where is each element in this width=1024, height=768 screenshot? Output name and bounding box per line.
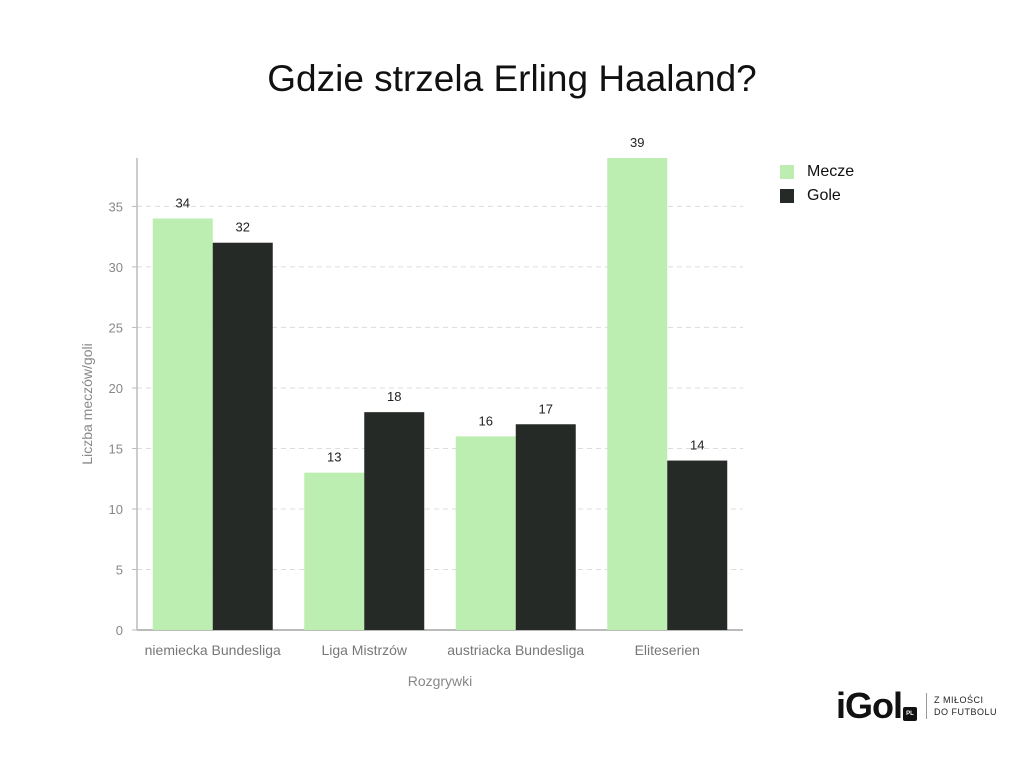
x-tick-label: austriacka Bundesliga	[447, 642, 584, 658]
data-label: 17	[539, 401, 553, 416]
y-tick-label: 30	[109, 260, 123, 275]
x-tick-label: Liga Mistrzów	[321, 642, 407, 658]
y-tick-label: 15	[109, 441, 123, 456]
chart-title: Gdzie strzela Erling Haaland?	[267, 58, 757, 99]
bar-mecze	[607, 158, 668, 630]
data-label: 16	[479, 413, 493, 428]
bar-mecze	[455, 436, 516, 630]
x-tick-label: niemiecka Bundesliga	[145, 642, 281, 658]
y-tick-label: 35	[109, 199, 123, 214]
bar-mecze	[152, 218, 213, 630]
legend-swatch-gole	[780, 189, 794, 203]
legend-label-mecze: Mecze	[807, 163, 855, 180]
bar-gole	[364, 412, 425, 630]
brand-badge: PL	[903, 707, 917, 721]
x-axis-title: Rozgrywki	[408, 673, 473, 689]
legend-item-gole: Gole	[780, 184, 854, 208]
y-tick-label: 5	[116, 562, 123, 577]
y-tick-label: 20	[109, 381, 123, 396]
data-label: 18	[387, 389, 401, 404]
brand-tagline-line1: Z MIŁOŚCI	[934, 695, 984, 705]
bar-gole	[515, 424, 576, 630]
data-label: 39	[630, 135, 644, 150]
y-tick-label: 10	[109, 502, 123, 517]
brand-logo-text: iGol	[836, 685, 903, 726]
data-label: 14	[690, 438, 704, 453]
bar-gole	[212, 242, 273, 630]
x-tick-label: Eliteserien	[635, 642, 700, 658]
bar-mecze	[304, 472, 365, 630]
y-axis-title: Liczba meczów/goli	[79, 343, 95, 464]
legend-label-gole: Gole	[807, 187, 841, 204]
brand-separator	[926, 693, 927, 719]
legend: Mecze Gole	[780, 160, 854, 208]
brand-logo: iGol PL Z MIŁOŚCI DO FUTBOLU	[836, 685, 997, 727]
brand-tagline-line2: DO FUTBOLU	[934, 707, 998, 717]
brand-tagline: Z MIŁOŚCI DO FUTBOLU	[934, 694, 997, 718]
bar-gole	[667, 460, 728, 630]
y-tick-label: 25	[109, 320, 123, 335]
data-label: 13	[327, 450, 341, 465]
data-label: 32	[236, 220, 250, 235]
legend-item-mecze: Mecze	[780, 160, 854, 184]
legend-swatch-mecze	[780, 165, 794, 179]
data-label: 34	[176, 196, 190, 211]
y-tick-label: 0	[116, 623, 123, 638]
